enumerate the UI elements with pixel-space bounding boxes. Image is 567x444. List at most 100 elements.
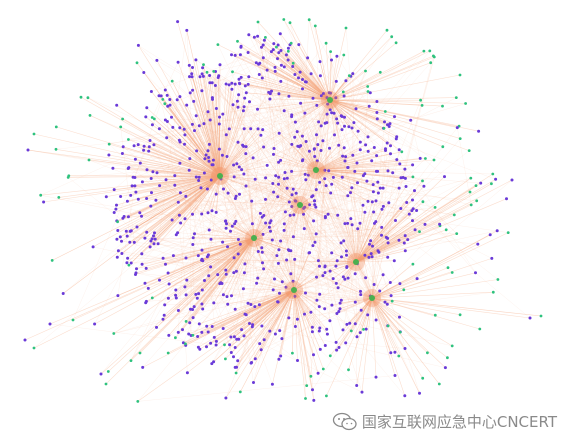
graph-node [113,188,116,191]
graph-node [126,200,129,203]
graph-node [316,143,319,146]
graph-node [511,179,514,182]
graph-node [342,275,345,278]
graph-node [194,293,197,296]
graph-node [287,47,290,50]
graph-node [200,186,203,189]
graph-node [148,145,151,148]
graph-node [346,222,349,225]
graph-node [127,166,130,169]
graph-node [208,160,211,163]
graph-node [225,222,228,225]
graph-node [224,397,227,400]
graph-node [339,302,342,305]
graph-node [305,140,308,143]
graph-node [372,190,375,193]
graph-node [273,147,276,150]
graph-node [308,251,311,254]
graph-node [239,243,242,246]
graph-node [294,121,297,124]
graph-node [389,351,392,354]
graph-node-secondary [384,110,387,113]
graph-node [342,328,345,331]
graph-node [343,125,346,128]
graph-node-secondary [292,62,295,65]
graph-node [256,277,259,280]
graph-node [336,122,339,125]
graph-node [203,172,206,175]
graph-node-secondary [163,102,166,105]
graph-edge [476,273,531,318]
graph-node [155,326,158,329]
graph-node [107,154,110,157]
graph-node [260,46,263,49]
graph-node [201,66,204,69]
graph-node [389,281,392,284]
graph-node [289,214,292,217]
graph-node [288,249,291,252]
graph-node [324,215,327,218]
graph-node-secondary [399,331,402,334]
graph-node [181,328,184,331]
graph-node [229,336,232,339]
graph-node [416,277,419,280]
graph-node-secondary [490,182,493,185]
graph-node [176,98,179,101]
graph-node [261,251,264,254]
graph-node [398,148,401,151]
graph-node [344,160,347,163]
graph-node [143,237,146,240]
graph-node [207,149,210,152]
graph-node [185,29,188,32]
graph-node [156,171,159,174]
graph-node [333,133,336,136]
graph-node [165,136,168,139]
graph-node [172,254,175,257]
graph-node [311,388,314,391]
graph-node [336,214,339,217]
graph-node-secondary [223,343,226,346]
graph-node [257,63,260,66]
graph-node [114,208,117,211]
graph-node [226,303,229,306]
graph-node [206,188,209,191]
graph-node [335,312,338,315]
graph-node [403,168,406,171]
graph-node [278,132,281,135]
graph-node [195,176,198,179]
graph-node [144,115,147,118]
graph-node-secondary [136,400,139,403]
graph-node [261,128,264,131]
graph-node [287,316,290,319]
graph-node [116,229,119,232]
graph-node [211,325,214,328]
graph-node [207,110,210,113]
graph-node [325,184,328,187]
graph-node [191,89,194,92]
graph-node [318,330,321,333]
graph-node [252,381,255,384]
graph-node-secondary [151,297,154,300]
graph-node [490,257,493,260]
graph-node [214,84,217,87]
graph-node [345,250,348,253]
graph-node [133,241,136,244]
graph-node-secondary [119,126,122,129]
graph-node-secondary [325,395,328,398]
graph-node [393,259,396,262]
graph-node [400,176,403,179]
graph-node [294,325,297,328]
graph-node-secondary [139,352,142,355]
graph-node [336,259,339,262]
graph-node [198,348,201,351]
graph-node [242,173,245,176]
graph-node [290,113,293,116]
graph-node [132,176,135,179]
graph-node [206,255,209,258]
graph-edge [252,238,254,327]
graph-node [250,200,253,203]
graph-node [252,156,255,159]
graph-node [359,222,362,225]
graph-node [209,265,212,268]
graph-node-secondary [434,314,437,317]
